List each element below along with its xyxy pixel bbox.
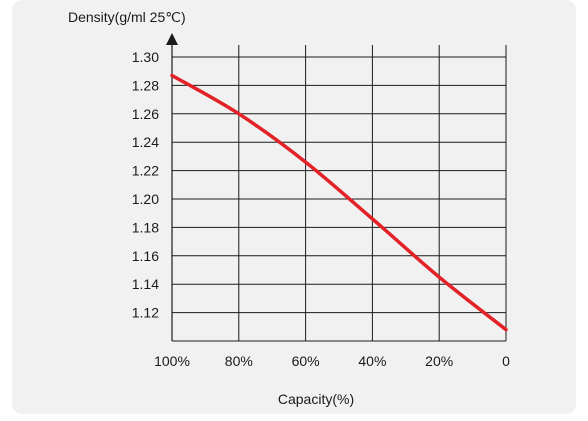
x-tick-label: 20% [425,353,453,369]
y-tick-label: 1.24 [132,134,159,150]
x-tick-label: 100% [154,353,190,369]
chart-card [12,0,576,414]
x-tick-label: 80% [225,353,253,369]
y-axis-label: Density(g/ml 25℃) [68,9,186,25]
x-tick-label: 40% [358,353,386,369]
x-axis-label: Capacity(%) [278,391,354,407]
density-series-line [170,73,508,332]
y-tick-label: 1.22 [132,163,159,179]
y-tick-label: 1.14 [132,276,159,292]
y-tick-label: 1.28 [132,77,159,93]
y-axis-arrow-icon [166,33,178,45]
y-tick-label: 1.12 [132,305,159,321]
y-tick-label: 1.20 [132,191,159,207]
y-tick-label: 1.16 [132,248,159,264]
x-tick-label: 60% [292,353,320,369]
x-tick-label: 0 [502,353,510,369]
y-tick-label: 1.26 [132,106,159,122]
y-tick-label: 1.18 [132,219,159,235]
y-tick-label: 1.30 [132,49,159,65]
